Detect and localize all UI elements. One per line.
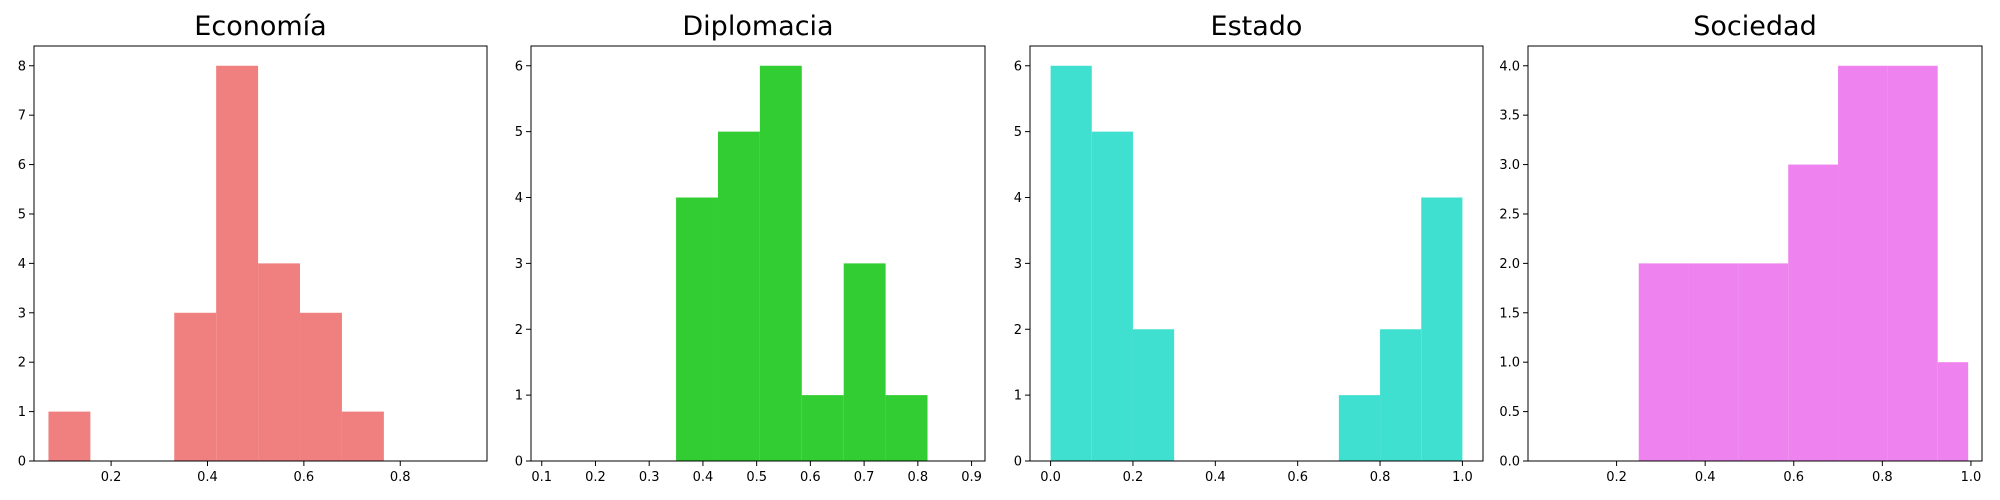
y-tick-label: 2.5 bbox=[1499, 207, 1520, 222]
x-tick-label: 0.0 bbox=[1040, 470, 1061, 485]
histogram-panel: 0.1 0.2 0.3 0.4 0.5 0.6 0.7 0.8 0.9 0 1 2 3 4 5 6 Diplom… bbox=[515, 11, 986, 485]
x-tick-label: 0.2 bbox=[1123, 470, 1144, 485]
y-tick-label: 0.5 bbox=[1499, 405, 1520, 420]
y-tick-label: 5 bbox=[1014, 125, 1022, 140]
y-tick-label: 8 bbox=[18, 59, 26, 74]
y-tick-label: 3 bbox=[18, 306, 26, 321]
x-tick-label: 0.9 bbox=[961, 470, 982, 485]
chart-title: Economía bbox=[194, 11, 326, 42]
histogram-bar bbox=[1887, 65, 1938, 461]
x-tick-label: 0.2 bbox=[585, 470, 606, 485]
histogram-bar bbox=[801, 395, 844, 461]
x-tick-label: 0.6 bbox=[1287, 470, 1308, 485]
histogram-bar bbox=[759, 65, 802, 461]
x-tick-label: 0.6 bbox=[1783, 470, 1804, 485]
y-tick-label: 3.0 bbox=[1499, 158, 1520, 173]
y-tick-label: 1 bbox=[1014, 389, 1022, 404]
y-tick-label: 1 bbox=[18, 405, 26, 420]
histogram-bar bbox=[1638, 263, 1689, 461]
x-tick-label: 0.8 bbox=[1872, 470, 1893, 485]
histogram-bar bbox=[216, 65, 259, 461]
histogram-bar bbox=[1132, 329, 1175, 461]
histogram-bar bbox=[341, 411, 384, 461]
histogram-bar bbox=[885, 395, 928, 461]
histogram-bar bbox=[1838, 65, 1888, 461]
x-tick-label: 0.1 bbox=[531, 470, 552, 485]
y-tick-label: 3 bbox=[1014, 257, 1022, 272]
y-tick-label: 0 bbox=[18, 455, 26, 470]
x-tick-label: 0.4 bbox=[1205, 470, 1226, 485]
histogram-bar bbox=[1937, 362, 1969, 461]
x-tick-label: 0.5 bbox=[746, 470, 767, 485]
x-tick-label: 0.3 bbox=[639, 470, 660, 485]
y-tick-label: 1.0 bbox=[1499, 356, 1520, 371]
x-tick-label: 1.0 bbox=[1452, 470, 1473, 485]
chart-title: Estado bbox=[1211, 11, 1303, 42]
y-tick-label: 0 bbox=[1014, 455, 1022, 470]
x-tick-label: 0.6 bbox=[294, 470, 315, 485]
y-tick-label: 4.0 bbox=[1499, 59, 1520, 74]
histogram-bar bbox=[717, 131, 760, 461]
y-tick-label: 2 bbox=[18, 356, 26, 371]
chart-title: Sociedad bbox=[1693, 11, 1816, 42]
x-tick-label: 0.2 bbox=[1606, 470, 1627, 485]
x-tick-label: 1.0 bbox=[1961, 470, 1982, 485]
x-tick-label: 0.4 bbox=[693, 470, 714, 485]
histogram-bar bbox=[1738, 263, 1789, 461]
histogram-bar bbox=[1688, 263, 1739, 461]
y-tick-label: 4 bbox=[1014, 191, 1022, 206]
plot-frame bbox=[1029, 45, 1484, 462]
histogram-bar bbox=[1421, 197, 1463, 461]
histogram-bar bbox=[300, 312, 342, 461]
plot-frame bbox=[530, 45, 986, 462]
y-tick-label: 5 bbox=[18, 207, 26, 222]
x-tick-label: 0.4 bbox=[197, 470, 218, 485]
histogram-bar bbox=[1788, 164, 1839, 462]
y-tick-label: 2.0 bbox=[1499, 257, 1520, 272]
histogram-bar bbox=[1380, 329, 1422, 461]
histogram-bar bbox=[48, 411, 91, 461]
y-tick-label: 4 bbox=[515, 191, 523, 206]
histogram-bar bbox=[843, 263, 886, 461]
histogram-bar bbox=[1091, 131, 1133, 461]
chart-title: Diplomacia bbox=[682, 11, 833, 42]
plot-frame bbox=[1527, 45, 1983, 462]
histogram-panel: 0.0 0.2 0.4 0.6 0.8 1.0 0 1 2 3 4 5 6 Estado bbox=[1014, 11, 1484, 485]
y-tick-label: 2 bbox=[515, 323, 523, 338]
y-tick-label: 2 bbox=[1014, 323, 1022, 338]
x-tick-label: 0.8 bbox=[1370, 470, 1391, 485]
y-tick-label: 1 bbox=[515, 389, 523, 404]
x-tick-label: 0.8 bbox=[390, 470, 411, 485]
y-tick-label: 3 bbox=[515, 257, 523, 272]
y-tick-label: 1.5 bbox=[1499, 306, 1520, 321]
y-tick-label: 0 bbox=[515, 455, 523, 470]
y-tick-label: 6 bbox=[515, 59, 523, 74]
x-tick-label: 0.2 bbox=[101, 470, 122, 485]
histogram-panel: 0.2 0.4 0.6 0.8 1.0 0.0 0.5 1.0 1.5 2.0 2.5 3.0 3.5 4… bbox=[1499, 11, 1983, 485]
x-tick-label: 0.6 bbox=[800, 470, 821, 485]
histogram-bar bbox=[1338, 395, 1381, 461]
y-tick-label: 7 bbox=[18, 109, 26, 124]
histogram-bar bbox=[258, 263, 301, 461]
histogram-bar bbox=[174, 312, 217, 461]
y-tick-label: 6 bbox=[1014, 59, 1022, 74]
y-tick-label: 3.5 bbox=[1499, 109, 1520, 124]
histogram-panel: 0.2 0.4 0.6 0.8 0 1 2 3 4 5 6 7 8 Economía bbox=[18, 11, 488, 485]
plot-frame bbox=[33, 45, 488, 462]
histogram-bar bbox=[1050, 65, 1092, 461]
x-tick-label: 0.4 bbox=[1695, 470, 1716, 485]
y-tick-label: 4 bbox=[18, 257, 26, 272]
x-tick-label: 0.7 bbox=[854, 470, 875, 485]
y-tick-label: 5 bbox=[515, 125, 523, 140]
y-tick-label: 0.0 bbox=[1499, 455, 1520, 470]
x-tick-label: 0.8 bbox=[907, 470, 928, 485]
y-tick-label: 6 bbox=[18, 158, 26, 173]
histogram-bar bbox=[676, 197, 718, 461]
